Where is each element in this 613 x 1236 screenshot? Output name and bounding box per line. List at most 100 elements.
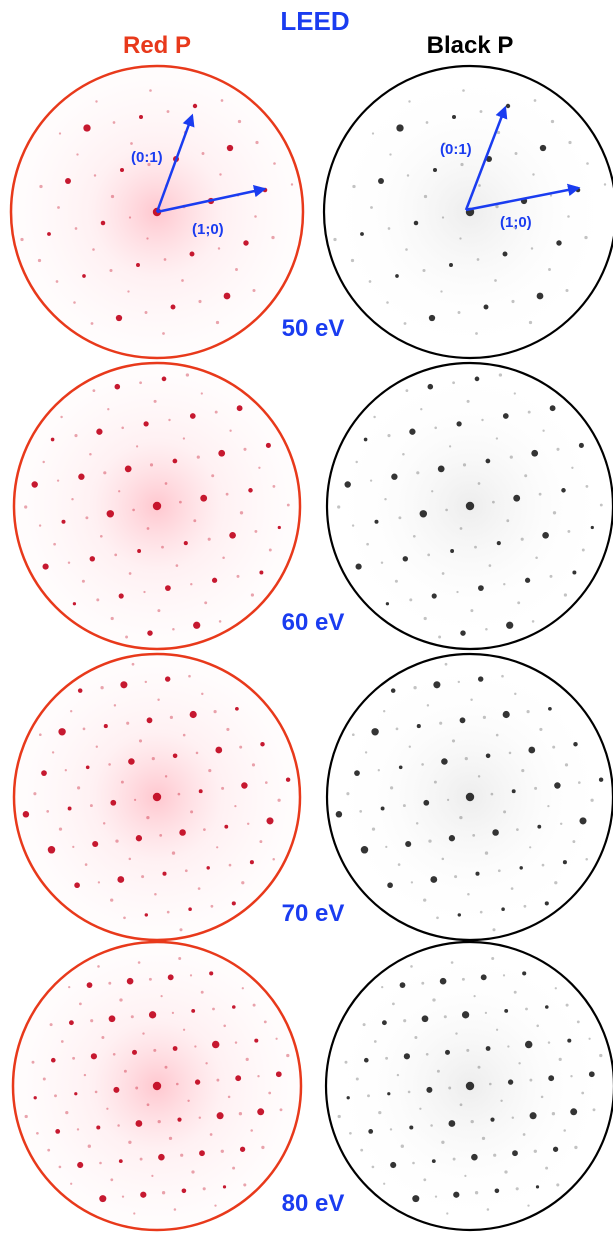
diffraction-spot-weak [534, 786, 538, 790]
diffraction-spot-weak [193, 519, 197, 523]
diffraction-spot-weak [139, 1157, 143, 1161]
diffraction-spot-weak [377, 769, 380, 772]
diffraction-spot-weak [168, 1136, 173, 1141]
diffraction-spot-weak [371, 1165, 375, 1169]
screen-ring [324, 940, 613, 1232]
diffraction-spot-weak [139, 381, 142, 385]
diffraction-spot-weak [549, 574, 553, 578]
diffraction-spot-weak [470, 609, 474, 613]
diffraction-spot [413, 220, 419, 226]
vector-a-label: (0:1) [131, 149, 163, 166]
diffraction-spot-weak [547, 1041, 551, 1044]
diffraction-spot-weak [470, 698, 473, 701]
diffraction-spot-weak [168, 418, 171, 422]
diffraction-spot [164, 676, 171, 682]
diffraction-spot [235, 706, 239, 711]
diffraction-spot-weak [228, 863, 232, 867]
diffraction-spot-weak [60, 415, 63, 419]
diffraction-spot-weak [46, 810, 50, 813]
figure-title: LEED [280, 6, 349, 36]
diffraction-spot [502, 251, 508, 257]
diffraction-spot-weak [412, 534, 416, 538]
diffraction-spot [529, 1112, 537, 1120]
diffraction-spot [90, 1053, 98, 1060]
diffraction-spot-weak [77, 786, 81, 790]
black-p-pattern [322, 64, 613, 360]
diffraction-spot-weak [381, 985, 384, 989]
diffraction-spot [143, 421, 149, 427]
diffraction-spot-weak [514, 152, 518, 155]
diffraction-spot-weak [74, 227, 78, 230]
diffraction-spot [170, 304, 176, 310]
diffraction-spot [106, 510, 115, 518]
diffraction-spot-weak [443, 142, 446, 145]
diffraction-spot-weak [485, 627, 488, 631]
diffraction-spot-weak [441, 1140, 445, 1144]
black-p-pattern [325, 361, 613, 651]
diffraction-spot [360, 846, 369, 854]
diffraction-spot [537, 824, 542, 829]
diffraction-spot [206, 866, 210, 870]
diffraction-spot [461, 1011, 470, 1019]
diffraction-spot-weak [146, 527, 150, 530]
diffraction-spot-weak [216, 846, 219, 849]
diffraction-spot-weak [510, 887, 514, 890]
diffraction-spot-weak [201, 692, 204, 696]
diffraction-spot-weak [423, 1178, 427, 1182]
diffraction-spot-weak [568, 140, 572, 145]
diffraction-spot [194, 1079, 201, 1085]
diffraction-spot-weak [426, 704, 430, 707]
diffraction-spot [579, 817, 587, 825]
diffraction-spot-weak [190, 810, 194, 814]
diffraction-spot-weak [182, 437, 186, 440]
panel-50ev: 50 eV [9, 64, 613, 360]
diffraction-spot-weak [175, 564, 179, 567]
diffraction-spot-weak [142, 1032, 145, 1035]
diffraction-spot [542, 531, 549, 539]
diffraction-spot-weak [484, 1011, 488, 1015]
diffraction-spot [355, 563, 362, 570]
diffraction-spot [478, 585, 484, 591]
diffraction-spot-weak [457, 680, 461, 684]
diffraction-spot-weak [47, 1148, 51, 1152]
diffraction-spot-weak [565, 1003, 569, 1007]
diffraction-spot [144, 913, 149, 917]
diffraction-spot-weak [221, 786, 225, 790]
diffraction-spot-weak [346, 792, 350, 796]
diffraction-spot-weak [448, 445, 452, 448]
diffraction-spot-weak [529, 1078, 533, 1082]
diffraction-spot-weak [462, 89, 465, 92]
diffraction-spot-weak [439, 721, 443, 725]
diffraction-spot [82, 274, 86, 278]
diffraction-spot-weak [229, 429, 232, 432]
diffraction-spot-weak [477, 482, 481, 485]
diffraction-spot [512, 1150, 518, 1157]
diffraction-spot-weak [92, 389, 96, 393]
diffraction-spot-weak [227, 1095, 231, 1099]
diffraction-spot [135, 835, 143, 842]
screen-ring [11, 940, 303, 1232]
diffraction-spot-weak [214, 410, 218, 414]
diffraction-spot-weak [527, 410, 531, 414]
diffraction-spot [506, 621, 514, 629]
diffraction-spot [265, 442, 271, 448]
diffraction-spot-weak [599, 1053, 603, 1058]
diffraction-spot-weak [395, 727, 399, 731]
diffraction-spot [199, 1150, 205, 1157]
diffraction-spot-weak [352, 184, 356, 189]
diffraction-spot-weak [115, 839, 119, 843]
diffraction-spot [124, 465, 132, 473]
diffraction-spot [77, 688, 83, 693]
screen-ring [325, 652, 613, 942]
diffraction-spot-weak [438, 635, 442, 639]
diffraction-spot-weak [406, 174, 410, 177]
diffraction-spot-weak [95, 100, 98, 103]
diffraction-spot-weak [570, 1075, 573, 1078]
diffraction-spot [433, 681, 441, 689]
diffraction-spot-weak [207, 537, 211, 541]
diffraction-spot-weak [222, 556, 225, 560]
diffraction-spot [140, 1191, 147, 1198]
diffraction-spot-weak [431, 490, 434, 493]
diffraction-spot-weak [509, 455, 513, 459]
diffraction-spot-weak [232, 1166, 236, 1170]
